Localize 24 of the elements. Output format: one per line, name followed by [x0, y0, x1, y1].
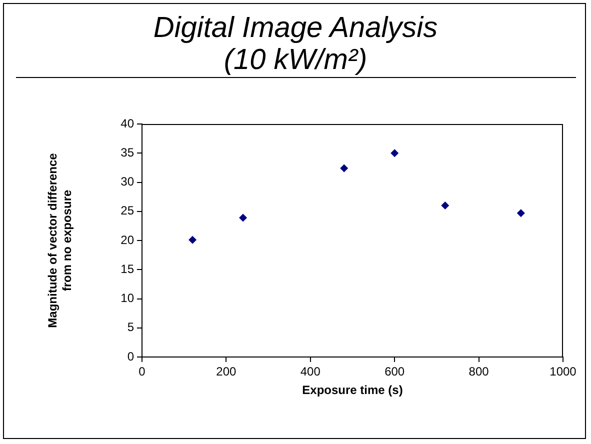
x-tick-label: 0	[138, 364, 146, 379]
chart-title: Digital Image Analysis (10 kW/m²)	[152, 12, 439, 76]
point	[390, 149, 399, 158]
y-tick-label: 20	[120, 232, 134, 247]
point	[516, 209, 525, 218]
y-tick-label: 5	[127, 320, 134, 334]
point	[441, 202, 450, 210]
y-axis-title: Magnitude of vector difference from no exposure	[46, 152, 74, 328]
x-tick-label: 200	[216, 364, 237, 379]
x-axis-title: Exposure time (s)	[302, 383, 403, 398]
y-tick-label: 30	[120, 174, 134, 189]
point	[239, 214, 248, 222]
x-tick-label: 400	[300, 364, 321, 379]
y-tick-label: 35	[120, 145, 134, 160]
point	[188, 236, 197, 244]
point	[340, 164, 348, 172]
y-tick-label: 10	[120, 291, 134, 306]
y-tick-label: 0	[127, 349, 134, 364]
x-tick-label: 600	[384, 364, 405, 379]
x-tick-label: 1000	[550, 364, 577, 379]
x-tick-label: 800	[468, 364, 490, 379]
y-tick-label: 40	[120, 116, 134, 130]
y-tick-label: 15	[120, 262, 134, 276]
y-tick-label: 25	[120, 204, 134, 218]
